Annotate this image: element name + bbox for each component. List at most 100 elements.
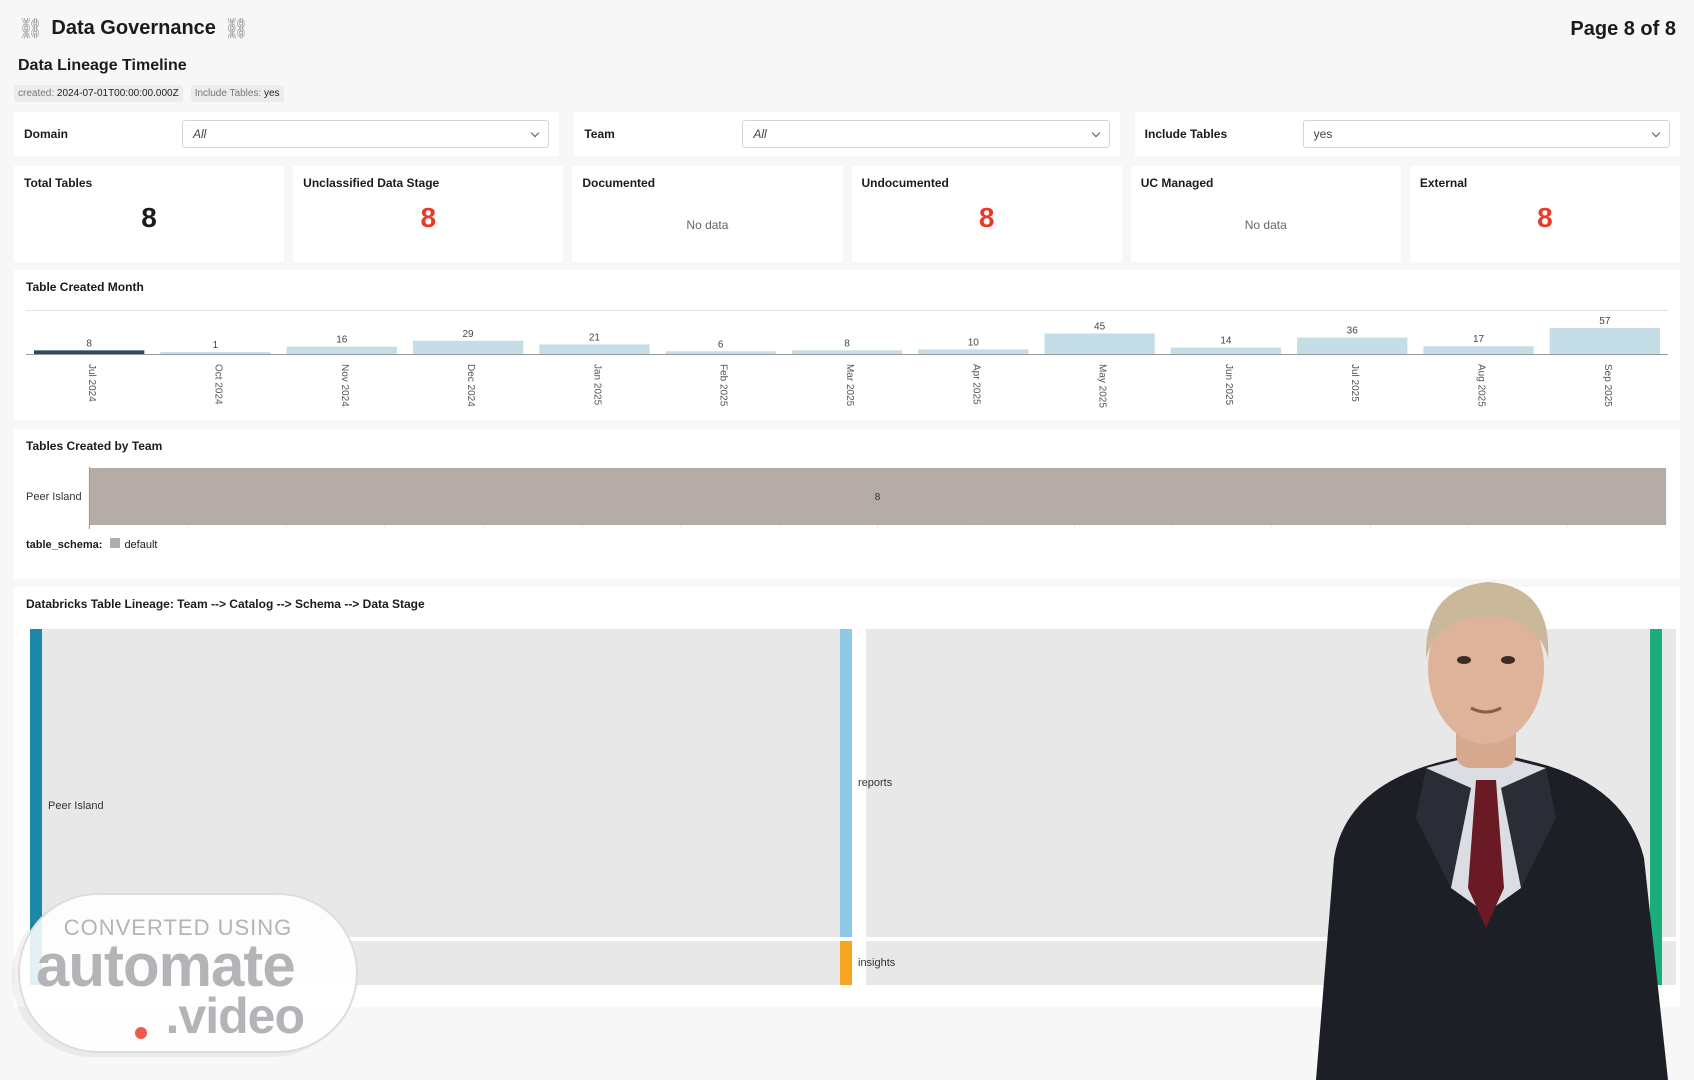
filter-label: Include Tables — [1144, 127, 1228, 141]
kpi-documented: Documented No data — [572, 166, 843, 262]
lineage-node-team — [30, 629, 42, 985]
bar-value-label: 1 — [213, 340, 219, 351]
x-tick-label: Nov 2024 — [339, 364, 350, 407]
select-value: yes — [1313, 127, 1333, 141]
chip-key: created: — [18, 88, 55, 99]
kpi-undocumented: Undocumented 8 — [851, 166, 1122, 262]
kpi-title: External — [1419, 176, 1468, 190]
kpi-title: Undocumented — [861, 176, 949, 190]
team-bar-chart: 8 Peer Island — [26, 467, 1667, 529]
month-bar-chart: 8 Jul 2024 1 Oct 2024 16 Nov 2024 29 Dec 2024 21… — [26, 310, 1668, 408]
x-tick-label: Feb 2025 — [718, 364, 729, 407]
kpi-total-tables: Total Tables 8 — [14, 166, 285, 262]
filter-chip-include-tables[interactable]: Include Tables: yes — [190, 85, 284, 102]
bar — [1044, 333, 1155, 354]
bar — [160, 352, 271, 354]
necktie — [1468, 780, 1504, 928]
bar — [1549, 328, 1660, 354]
domain-filter: Domain All — [14, 112, 560, 156]
bar-value-label: 17 — [1473, 334, 1485, 345]
lineage-node-insights — [840, 941, 852, 985]
kpi-value: 8 — [420, 202, 437, 233]
bar — [1423, 346, 1534, 354]
x-tick-label: Sep 2025 — [1602, 364, 1613, 407]
kpi-value: 8 — [978, 202, 995, 233]
bar-value-label: 8 — [844, 338, 850, 349]
kpi-value: 8 — [141, 202, 157, 233]
bar-value-label: 45 — [1094, 321, 1106, 332]
chip-value: yes — [264, 88, 280, 99]
bar — [1297, 337, 1408, 354]
bar-value-label: 10 — [968, 337, 980, 348]
bar-value-label: 57 — [1599, 316, 1611, 327]
eye-left — [1457, 656, 1471, 664]
chevron-down-icon — [531, 128, 540, 137]
kpi-value: 8 — [1537, 202, 1553, 233]
bar-value-label: 8 — [875, 492, 881, 503]
link-icon: ⛓ — [223, 18, 250, 40]
lineage-node-reports — [840, 629, 852, 937]
legend-swatch — [110, 538, 121, 548]
node-label: insights — [858, 957, 896, 969]
x-tick-label: Aug 2025 — [1476, 364, 1487, 407]
filter-chips: created: 2024-07-01T00:00:00.000Z Includ… — [14, 85, 284, 102]
bar-value-label: 29 — [463, 329, 475, 340]
lineage-link-reports — [42, 629, 852, 937]
chart-legend: table_schema: default — [26, 538, 157, 551]
bar — [34, 350, 145, 354]
node-label: reports — [858, 777, 893, 789]
watermark-brand: automate — [36, 932, 296, 999]
kpi-row: Total Tables 8 Unclassified Data Stage 8… — [14, 166, 1681, 262]
filter-label: Domain — [24, 127, 69, 141]
bar — [791, 350, 903, 354]
bar-value-label: 36 — [1347, 326, 1359, 337]
team-select[interactable]: All — [742, 120, 1110, 148]
table-created-month-panel: Table Created Month 8 Jul 2024 1 Oct 2024 16… — [14, 270, 1680, 420]
kpi-unclassified: Unclassified Data Stage 8 — [293, 166, 564, 262]
mouth — [1470, 706, 1502, 714]
kpi-no-data: No data — [686, 218, 729, 232]
bar — [539, 344, 650, 354]
presenter-avatar — [1316, 582, 1668, 1080]
select-value: All — [753, 127, 767, 141]
lapel-left — [1416, 768, 1471, 888]
x-tick-label: Mar 2025 — [844, 364, 855, 407]
chevron-down-icon — [1651, 128, 1661, 137]
include-tables-filter: Include Tables yes — [1134, 112, 1680, 156]
hair — [1425, 582, 1549, 658]
bar — [665, 351, 776, 354]
bar-value-label: 6 — [718, 339, 724, 350]
select-value: All — [193, 127, 207, 141]
chart-title: Tables Created by Team — [26, 439, 163, 453]
bar-value-label: 8 — [86, 338, 92, 349]
kpi-uc-managed: UC Managed No data — [1130, 166, 1401, 262]
legend-title: table_schema: — [26, 538, 103, 551]
bar — [286, 346, 397, 354]
domain-select[interactable]: All — [182, 120, 550, 148]
kpi-title: Unclassified Data Stage — [303, 176, 440, 190]
filter-chip-created[interactable]: created: 2024-07-01T00:00:00.000Z — [14, 85, 183, 102]
x-tick-label: Dec 2024 — [465, 364, 476, 407]
bar — [1170, 347, 1282, 354]
y-tick-label: Peer Island — [26, 491, 82, 503]
chip-value: 2024-07-01T00:00:00.000Z — [56, 88, 179, 99]
filter-label: Team — [584, 127, 615, 141]
watermark-badge: CONVERTED USING automate .video — [18, 893, 358, 1053]
x-tick-label: Jul 2024 — [86, 364, 97, 402]
include-tables-select[interactable]: yes — [1302, 120, 1670, 148]
dashboard-title: Data Governance — [51, 17, 216, 39]
suit-jacket — [1316, 750, 1668, 1080]
x-tick-label: Jul 2025 — [1349, 364, 1360, 402]
x-tick-label: Jan 2025 — [591, 364, 602, 406]
x-tick-label: Oct 2024 — [212, 364, 223, 405]
chart-title: Databricks Table Lineage: Team --> Catal… — [26, 597, 425, 611]
x-tick-label: Apr 2025 — [970, 364, 981, 405]
chart-title: Table Created Month — [26, 280, 144, 294]
watermark-dot — [135, 1027, 147, 1039]
legend-item-default[interactable]: default — [110, 538, 157, 551]
watermark-text: CONVERTED USING — [63, 915, 293, 940]
eye-right — [1501, 656, 1515, 664]
lapel-right — [1501, 768, 1556, 888]
bar-value-label: 16 — [336, 335, 348, 346]
watermark-suffix: .video — [165, 988, 305, 1044]
